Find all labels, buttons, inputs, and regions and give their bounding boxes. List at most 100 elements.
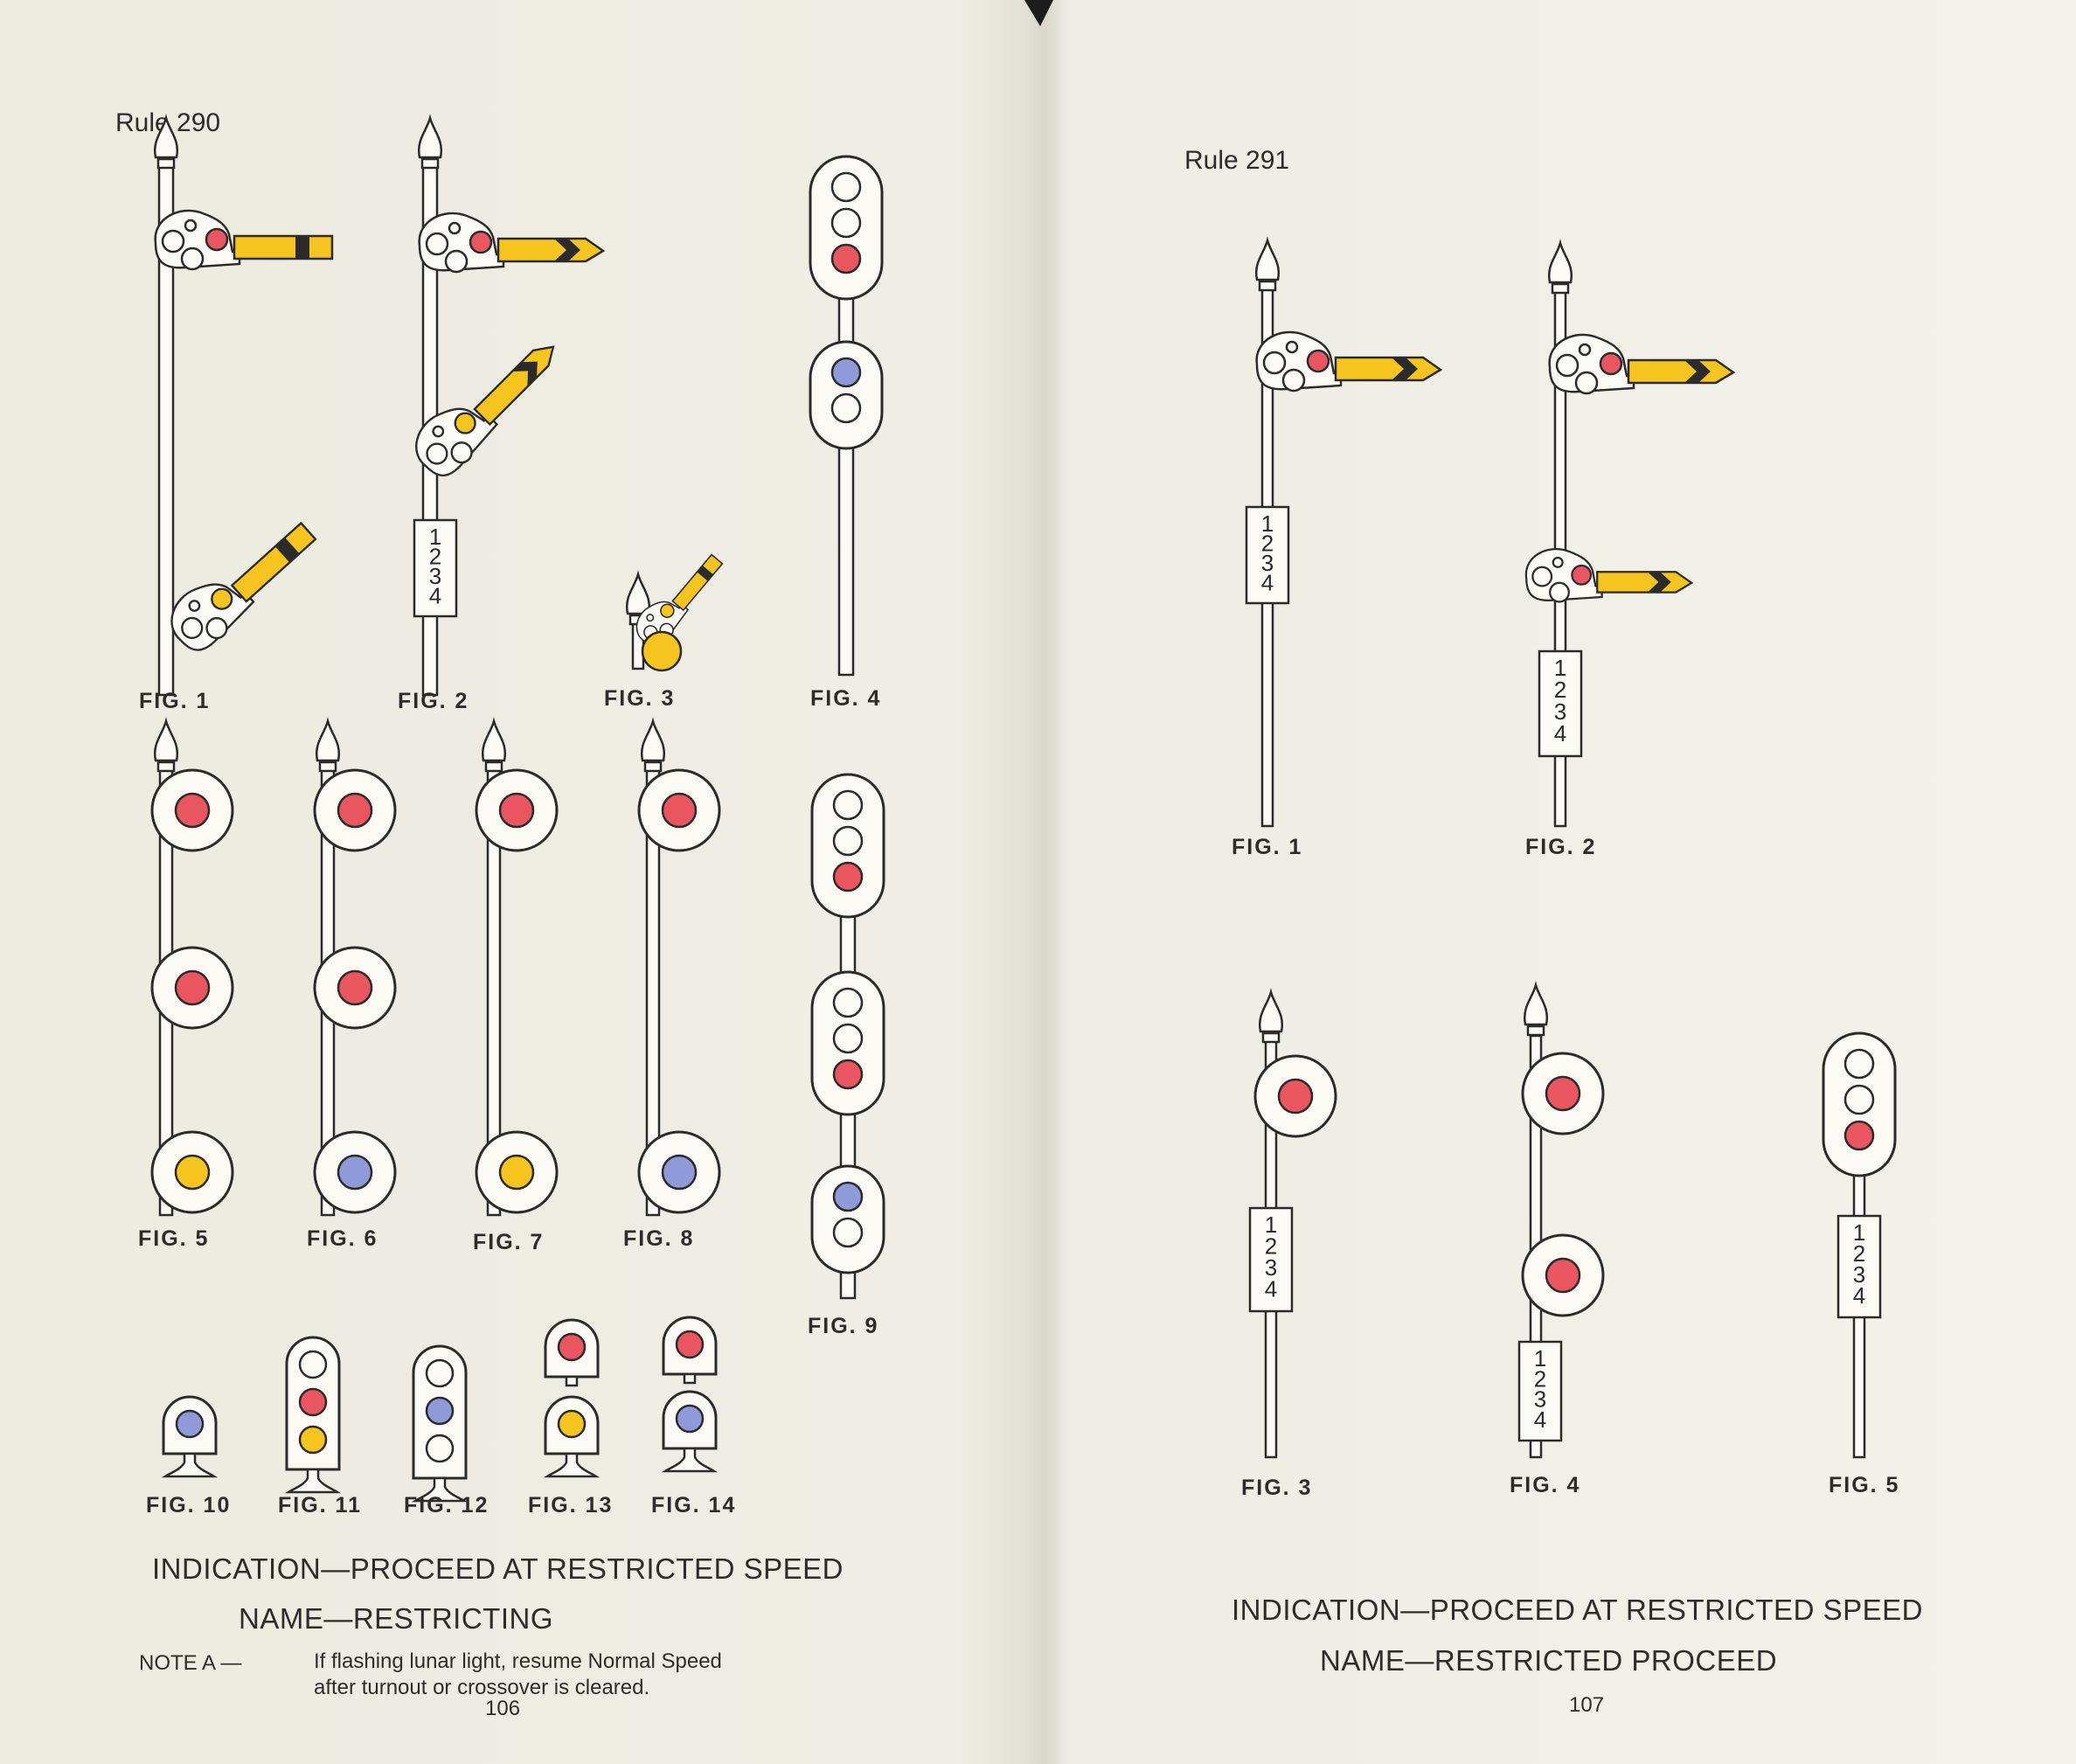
spectacle-lens (444, 249, 469, 274)
signal-light-yellow (454, 412, 476, 434)
plate-digit: 2 (1534, 1365, 1546, 1392)
dwarf-base (161, 1452, 219, 1478)
spectacle-lens (1552, 556, 1564, 568)
figure-7: FIG. 7 (473, 717, 559, 1254)
blade-band (274, 537, 300, 563)
figure-6: FIG. 6 (307, 717, 397, 1251)
plate-digit: 1 (1265, 1212, 1277, 1238)
figure-8: FIG. 8 (623, 717, 721, 1251)
signal-light-red (1571, 564, 1593, 586)
figure-13: FIG. 13 (528, 1318, 611, 1517)
signal-light-off (832, 1217, 864, 1248)
signal-light-off (830, 392, 862, 424)
spectacle-lens (205, 616, 228, 640)
semaphore-arm (154, 209, 334, 271)
signal-light-off (1843, 1048, 1875, 1080)
spectacle-lens (1549, 581, 1570, 603)
signal-light-red (830, 243, 862, 274)
blade-square (671, 553, 724, 612)
figure-label: FIG. 9 (808, 1314, 878, 1338)
chevron-mark (554, 239, 580, 261)
dwarf-connector (565, 1375, 579, 1387)
figure-label: FIG. 12 (404, 1493, 489, 1517)
finial-base (1258, 280, 1277, 292)
blade-chevron (1334, 356, 1443, 382)
semaphore-arm (415, 345, 555, 477)
figure-5: FIG. 5 (138, 717, 234, 1251)
signal-light-red (205, 227, 229, 252)
signal-light-yellow (498, 1154, 535, 1191)
figure-12: FIG. 12 (404, 1344, 489, 1517)
signal-light-red (832, 861, 864, 892)
signal-light-off (832, 789, 864, 821)
rule-title: Rule 291 (1184, 146, 1289, 175)
signal-light-off (832, 987, 864, 1018)
signal-light-off (298, 1350, 328, 1379)
spectacle-plate (1255, 330, 1343, 391)
finial-base (156, 157, 176, 170)
figure-14: FIG. 14 (651, 1316, 734, 1517)
signal-light-red (469, 230, 493, 254)
finial-base (1526, 1024, 1545, 1037)
spine-shadow (1024, 0, 1053, 26)
figure-label: FIG. 7 (473, 1230, 544, 1254)
figure-label: FIG. 5 (1829, 1473, 1899, 1497)
finial (1254, 236, 1281, 281)
signal-light-off (425, 1358, 455, 1388)
note-line-1: If flashing lunar light, resume Normal S… (314, 1649, 722, 1673)
finial (640, 717, 666, 762)
plate-digit: 4 (1554, 720, 1566, 747)
spectacle-plate (418, 212, 505, 272)
signal-light-blue (832, 1181, 864, 1212)
plate-digit: 3 (1265, 1254, 1277, 1281)
plate-digit: 1 (1554, 655, 1566, 681)
spectacle-lens (426, 442, 448, 465)
signal-light-off (830, 171, 862, 203)
signal-light-red (298, 1387, 328, 1417)
chevron-mark (1647, 572, 1671, 593)
finial-base (484, 760, 503, 773)
note-line-2: after turnout or crossover is cleared. (314, 1676, 649, 1699)
figure-1: FIG. 1 (139, 114, 334, 713)
dwarf-base (284, 1468, 342, 1494)
dwarf-base (411, 1476, 469, 1503)
finial-base (156, 760, 176, 773)
figure-label: FIG. 1 (1232, 835, 1302, 859)
spectacle-lens (450, 441, 473, 464)
semaphore-arm (1524, 547, 1694, 603)
signal-light-blue (337, 1154, 373, 1191)
plate-digit: 3 (1853, 1261, 1865, 1288)
figure-11: FIG. 11 (278, 1336, 360, 1517)
plate-digit: 2 (429, 544, 441, 570)
number-plate (1248, 1206, 1294, 1313)
signal-light-off (425, 1434, 455, 1463)
number-plate (1538, 649, 1583, 758)
figure-label: FIG. 4 (1510, 1473, 1580, 1497)
spectacle-lens (1285, 340, 1299, 354)
dwarf-base (661, 1447, 719, 1473)
signal-light-red (1599, 351, 1623, 376)
semaphore-arm (418, 212, 606, 274)
figure-label: FIG. 6 (307, 1226, 378, 1251)
spectacle-lens (1574, 371, 1599, 395)
signal-light-blue (175, 1409, 205, 1439)
signal-light-blue (425, 1396, 455, 1426)
signal-light-off (832, 1023, 864, 1054)
spectacle-lens (448, 221, 462, 235)
signal-light-red (337, 969, 373, 1006)
figure-label: FIG. 2 (1525, 835, 1596, 859)
spectacle-lens (1531, 566, 1553, 587)
spectacle-lens (1555, 353, 1580, 378)
page-number: 107 (1569, 1693, 1604, 1717)
plate-digit: 3 (429, 563, 441, 589)
figure-label: FIG. 1 (139, 689, 210, 713)
plate-digit: 2 (1261, 531, 1274, 557)
